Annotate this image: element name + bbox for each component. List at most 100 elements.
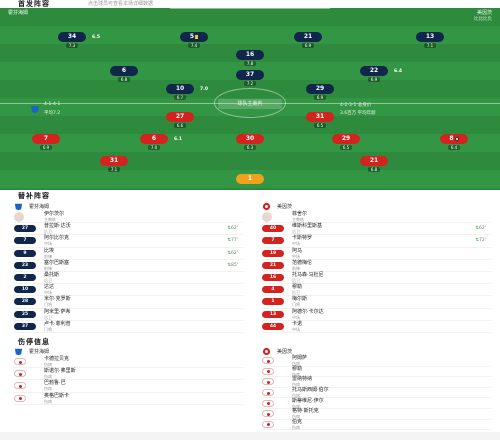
injury-status: 伤病 — [292, 382, 300, 388]
sub-in-icon: ⇅ — [227, 238, 232, 244]
bench-number: 37 — [14, 322, 36, 330]
injury-row[interactable]: 伯克 伤病 — [262, 419, 492, 431]
away-player[interactable]: 31 6.5 — [292, 112, 348, 129]
bench-row[interactable]: 7 阿尔比尔克 中场 ⇅77' — [14, 235, 244, 248]
bench-row[interactable]: 28 米尔·克罗斯 门将 — [14, 296, 244, 309]
coach-row[interactable]: 菲舍尔 主教练 — [262, 211, 492, 224]
player-number: 21 — [360, 156, 388, 166]
bench-row[interactable]: 37 卢卡·菲利普 门将 — [14, 321, 244, 333]
injury-row[interactable]: 托马斯西姆·伯尔 伤病 — [262, 387, 492, 399]
injury-row[interactable]: 斯诺尔·弗里斯 伤病 — [14, 368, 244, 381]
player-number: 34 6.5 — [58, 32, 100, 42]
home-team-logo-icon — [14, 348, 23, 355]
coach-name: 伊尔茨尔 — [44, 211, 65, 218]
injury-row[interactable]: 斯蒂维尼·伊尔 伤病 — [262, 398, 492, 409]
sub-time: ⇅62' — [475, 226, 486, 232]
player-tag: 6.8 — [367, 167, 381, 172]
bench-number: 7 — [14, 237, 36, 245]
bench-row[interactable]: 2 桑托斯 后卫 — [14, 272, 244, 285]
player-rating: 6.1 — [174, 137, 182, 142]
bench-name: 阿马 — [292, 247, 303, 254]
home-player[interactable]: 5 7.4 — [166, 32, 222, 49]
player-tag: 7.1 — [423, 43, 437, 48]
bench-position: 中场 — [292, 326, 300, 332]
injury-row[interactable]: 巴勃鲁·巴 伤病 — [14, 380, 244, 393]
injury-icon — [262, 420, 274, 428]
injury-name: 托马斯西姆·伯尔 — [292, 387, 329, 394]
bench-name: 托马森·马杜尼 — [292, 272, 324, 279]
injury-row[interactable]: 雷纳特纳 伤病 — [262, 376, 492, 388]
injury-row[interactable]: 奥格巴斯卡 伤病 — [14, 393, 244, 405]
away-player[interactable]: 29 6.5 — [318, 134, 374, 151]
bench-row[interactable]: 4 穆勒 后卫 — [262, 284, 492, 297]
injury-row[interactable]: 卡德拉贝克 伤病 — [14, 356, 244, 369]
away-player[interactable]: 8 6.4 — [426, 134, 482, 151]
player-number: 6 6.1 — [140, 134, 182, 144]
injury-name: 格特·斯托克 — [292, 408, 319, 415]
home-player[interactable]: 29 6.9 — [292, 84, 348, 101]
injury-status: 伤病 — [292, 371, 300, 377]
injury-away-team-name: 美因茨 — [277, 348, 293, 355]
injury-icon — [14, 394, 26, 402]
referee-label: 球队主裁判 — [218, 99, 282, 109]
bench-row[interactable]: 40 维斯科里斯基 后卫 ⇅62' — [262, 223, 492, 236]
injury-row[interactable]: 穆勒 伤病 — [262, 366, 492, 378]
bench-home: 霍芬海姆 伊尔茨尔 主教练 27 普拉斯·达沃 后卫 ⇅62' 7 阿尔比尔克 中场 … — [14, 201, 244, 333]
bench-row[interactable]: 7 卡斯特罗 中场 ⇅72' — [262, 235, 492, 248]
away-player[interactable]: 30 6.3 — [222, 134, 278, 151]
injury-status: 伤病 — [44, 398, 52, 404]
bench-row[interactable]: 25 阿米里·萨希 后卫 — [14, 309, 244, 321]
bench-row[interactable]: 13 阿德尔·卡尔达 中场 — [262, 309, 492, 321]
bench-number: 23 — [14, 261, 36, 269]
home-team-name: 霍芬海姆 — [8, 10, 29, 16]
home-player[interactable]: 21 6.9 — [280, 32, 336, 49]
bench-row[interactable]: 23 塞尔巴斯塞 前锋 ⇅85' — [14, 260, 244, 272]
sub-time: ⇅77' — [227, 238, 238, 244]
home-player[interactable]: 6 6.8 — [96, 66, 152, 83]
home-player[interactable]: 16 7.8 — [222, 50, 278, 67]
injury-row[interactable]: 格特·斯托克 伤病 — [262, 408, 492, 420]
away-player[interactable]: 31 7.1 — [86, 156, 142, 173]
player-number: 29 — [306, 84, 334, 94]
player-rating: 7.0 — [200, 87, 208, 92]
bench-name: 范德梅伦 — [292, 259, 313, 266]
away-player[interactable]: 7 6.9 — [18, 134, 74, 151]
coach-row[interactable]: 伊尔茨尔 主教练 — [14, 211, 244, 224]
goal-icon — [454, 136, 459, 141]
bench-row[interactable]: 21 范德梅伦 前锋 — [262, 260, 492, 272]
bench-row[interactable]: 16 托马森·马杜尼 后卫 — [262, 272, 492, 285]
bench-row[interactable]: 1 梅尔斯 门将 — [262, 296, 492, 309]
lineup-header: 首发阵容 点击球员可查看本场详细数据 — [0, 0, 500, 8]
away-player[interactable]: 27 6.6 — [152, 112, 208, 129]
bench-position: 中场 — [292, 253, 300, 259]
player-number: 29 — [332, 134, 360, 144]
away-player[interactable]: 1 — [222, 174, 278, 184]
home-team-logo-icon — [14, 203, 23, 210]
player-rating: 6.5 — [92, 35, 100, 40]
player-number: 1 — [236, 174, 264, 184]
bench-row[interactable]: 44 卡诺 中场 — [262, 321, 492, 333]
bench-row[interactable]: 9 比埃 前锋 ⇅62' — [14, 248, 244, 260]
away-player[interactable]: 6 6.1 7.0 — [126, 134, 182, 151]
bench-position: 中场 — [292, 241, 300, 247]
bench-row[interactable]: 19 阿马 中场 — [262, 248, 492, 260]
home-player[interactable]: 37 7.2 — [222, 70, 278, 87]
home-player[interactable]: 13 7.1 — [402, 32, 458, 49]
injury-title: 伤停信息 — [18, 338, 50, 346]
bench-position: 前锋 — [292, 265, 300, 271]
away-team-name: 美因茨 — [476, 10, 492, 16]
home-player[interactable]: 22 6.4 6.9 — [346, 66, 402, 83]
home-player[interactable]: 10 7.0 6.7 — [152, 84, 208, 101]
away-player[interactable]: 21 6.8 — [346, 156, 402, 173]
bench-row[interactable]: 10 达达 中场 — [14, 284, 244, 297]
injury-row[interactable]: 阿姆萨 伤病 — [262, 355, 492, 367]
bench-away-team: 美因茨 — [262, 201, 492, 211]
injury-away-team: 美因茨 — [262, 346, 492, 356]
bench-name: 普拉斯·达沃 — [44, 223, 71, 230]
bench-position: 后卫 — [292, 290, 300, 296]
bench-row[interactable]: 27 普拉斯·达沃 后卫 ⇅62' — [14, 223, 244, 236]
bench-name: 卢卡·菲利普 — [44, 320, 71, 327]
home-player[interactable]: 34 6.5 7.3 — [44, 32, 100, 49]
injury-status: 伤病 — [44, 374, 52, 380]
injury-status: 伤病 — [292, 393, 300, 399]
